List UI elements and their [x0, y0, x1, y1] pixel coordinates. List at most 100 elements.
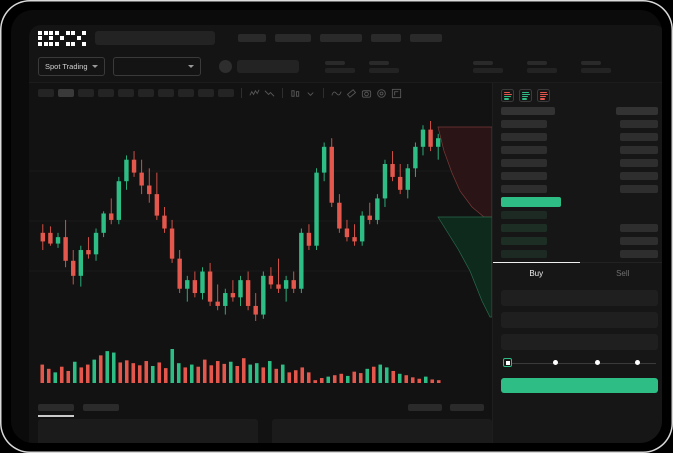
candlestick-chart-canvas [29, 121, 492, 321]
orderbook-col-amount [616, 106, 658, 115]
bottom-tab-2[interactable] [83, 403, 119, 411]
ask-amount [620, 145, 658, 154]
candlestick-icon[interactable] [290, 88, 301, 99]
orderbook-ask-row[interactable] [501, 158, 658, 167]
nav-item-1[interactable] [238, 34, 266, 42]
order-amount-slider[interactable] [503, 358, 656, 370]
orderbook-col-price [501, 106, 555, 115]
ruler-icon[interactable] [346, 88, 357, 99]
bottom-panel-right[interactable] [272, 419, 492, 443]
slider-handle[interactable] [503, 358, 512, 367]
bottom-tab-1[interactable] [38, 403, 74, 417]
orderbook-bids-icon[interactable] [519, 89, 532, 102]
orderbook-mode-switcher [493, 83, 662, 106]
orderbook-ask-row[interactable] [501, 145, 658, 154]
nav-item-3[interactable] [320, 34, 362, 42]
trading-mode-label: Spot Trading [45, 62, 88, 71]
global-search-input[interactable] [95, 31, 215, 45]
orderbook-ask-row[interactable] [501, 171, 658, 180]
market-stat-label [526, 60, 547, 65]
chevron-down-icon [187, 65, 194, 68]
market-stat-label [472, 60, 493, 65]
trend-line-icon[interactable] [264, 88, 275, 99]
orderbook-asks-icon[interactable] [537, 89, 550, 102]
order-type-field[interactable] [501, 290, 658, 306]
orderbook-both-icon[interactable] [501, 89, 514, 102]
trading-pair-selector[interactable] [112, 57, 201, 76]
device-bezel: Spot Trading [11, 10, 662, 443]
slider-marker-25[interactable] [553, 360, 559, 365]
bottom-tab-bar [29, 397, 492, 417]
market-stat-value [526, 67, 557, 73]
bottom-action-2[interactable] [450, 403, 484, 411]
market-stat-value [324, 67, 355, 73]
timeframe-button-7[interactable] [158, 89, 174, 97]
orderbook-header-row [501, 106, 658, 115]
nav-item-5[interactable] [410, 34, 442, 42]
line-chart-icon[interactable] [249, 88, 260, 99]
bid-price [501, 236, 547, 245]
market-stat-2 [368, 60, 399, 73]
chevron-down-icon [91, 65, 98, 68]
market-stat-1 [324, 60, 355, 73]
order-price-field[interactable] [501, 312, 658, 328]
chevron-down-icon[interactable] [305, 88, 316, 99]
orderbook-bid-row[interactable] [501, 236, 658, 245]
tab-buy[interactable]: Buy [493, 261, 580, 285]
trading-mode-selector[interactable]: Spot Trading [38, 57, 105, 76]
order-side-tabs: Buy Sell [493, 261, 662, 285]
ask-price [501, 184, 547, 193]
ask-amount [620, 184, 658, 193]
timeframe-button-2[interactable] [58, 89, 74, 97]
timeframe-button-5[interactable] [118, 89, 134, 97]
camera-icon[interactable] [361, 88, 372, 99]
orderbook-spread-row[interactable] [501, 196, 658, 207]
order-amount-field[interactable] [501, 334, 658, 350]
bottom-action-1[interactable] [408, 403, 442, 411]
indicator-icon[interactable] [331, 88, 342, 99]
timeframe-button-6[interactable] [138, 89, 154, 97]
volume-chart[interactable] [29, 335, 492, 395]
bid-amount [620, 211, 658, 219]
market-toolbar: Spot Trading [29, 51, 662, 83]
timeframe-button-3[interactable] [78, 89, 94, 97]
tab-sell[interactable]: Sell [616, 268, 630, 278]
bid-amount [620, 223, 658, 232]
nav-item-4[interactable] [371, 34, 401, 42]
current-price-highlight [501, 196, 561, 207]
orderbook-ask-row[interactable] [501, 132, 658, 141]
orderbook-bid-row[interactable] [501, 223, 658, 232]
bid-amount [620, 249, 658, 258]
timeframe-button-9[interactable] [198, 89, 214, 97]
market-stat-label [368, 60, 389, 65]
nav-item-2[interactable] [275, 34, 311, 42]
app-screen: Spot Trading [29, 25, 662, 443]
market-stat-label [580, 60, 601, 65]
timeframe-button-8[interactable] [178, 89, 194, 97]
timeframe-button-4[interactable] [98, 89, 114, 97]
bottom-panel-left[interactable] [38, 419, 258, 443]
slider-marker-50[interactable] [594, 360, 600, 365]
orderbook-bid-row[interactable] [501, 249, 658, 258]
submit-buy-button[interactable] [501, 378, 658, 393]
ask-price [501, 145, 547, 154]
ask-amount [620, 158, 658, 167]
top-navigation-bar [29, 25, 662, 51]
slider-marker-75[interactable] [634, 360, 640, 365]
orderbook-ask-row[interactable] [501, 184, 658, 193]
timeframe-button-10[interactable] [218, 89, 234, 97]
spread-amount [620, 198, 658, 206]
market-stat-value [368, 67, 399, 73]
fullscreen-icon[interactable] [391, 88, 402, 99]
okx-logo-icon[interactable] [38, 30, 86, 46]
bid-price [501, 223, 547, 232]
ask-amount [620, 119, 658, 128]
market-stat-label [324, 60, 345, 65]
candlestick-chart[interactable] [29, 103, 492, 335]
timeframe-button-1[interactable] [38, 89, 54, 97]
ask-amount [620, 171, 658, 180]
orderbook-bid-row[interactable] [501, 210, 658, 219]
settings-icon[interactable] [376, 88, 387, 99]
orderbook-ask-row[interactable] [501, 119, 658, 128]
